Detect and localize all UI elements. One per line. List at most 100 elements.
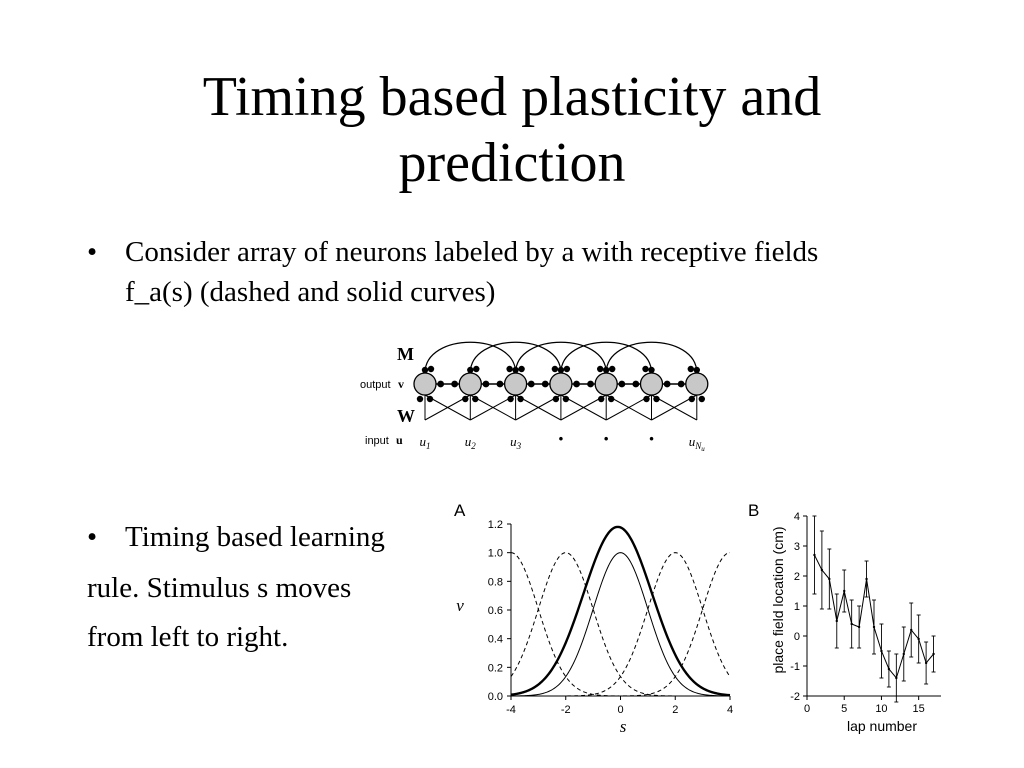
synapse-dot xyxy=(517,395,524,403)
chart-b-point xyxy=(910,628,913,632)
bullet-marker: • xyxy=(87,521,98,553)
label-M: M xyxy=(397,344,414,364)
synapse-dot xyxy=(648,366,655,374)
chart-b-point xyxy=(924,661,928,665)
synapse-dot xyxy=(563,365,571,373)
chart-a-ytick-label: 0.2 xyxy=(488,662,503,674)
output-neuron xyxy=(639,372,664,396)
output-neuron xyxy=(594,372,618,396)
label-output: output xyxy=(360,379,391,391)
chart-a-xtick-label: -4 xyxy=(506,704,516,716)
chart-b-xtick-label: 5 xyxy=(841,703,847,715)
recurrent-arc xyxy=(424,341,517,374)
synapse-dot xyxy=(416,395,424,403)
synapse-dot xyxy=(437,380,445,388)
synapse-dot xyxy=(462,395,469,403)
label-W: W xyxy=(397,406,415,426)
chart-b-point xyxy=(932,652,935,656)
synapse-dot xyxy=(598,395,605,403)
synapse-dot xyxy=(663,380,671,388)
chart-a-series xyxy=(510,525,731,697)
input-label: · xyxy=(557,426,564,451)
synapse-dot xyxy=(643,395,650,403)
chart-b-ytick-label: -1 xyxy=(790,661,800,673)
chart-b-place-field: B -2 -1 0 1 2 3 4 0 5 10 15 lap number place field… xyxy=(748,501,941,734)
synapse-dot xyxy=(688,395,695,403)
chart-a-curve-dashed xyxy=(510,552,730,697)
chart-b-point xyxy=(880,649,883,653)
bullet-receptive-fields: • Consider array of neurons labeled by a… xyxy=(87,232,877,314)
synapse-dot xyxy=(642,365,649,373)
synapse-dot xyxy=(677,380,685,388)
synapse-dot xyxy=(587,380,594,388)
input-label: · xyxy=(603,426,610,451)
chart-a-curve-thin xyxy=(510,552,731,697)
chart-b-point xyxy=(887,667,891,671)
chart-a-ytick-label: 0.0 xyxy=(488,691,503,703)
chart-b-xtick-label: 15 xyxy=(913,703,925,715)
synapse-dot xyxy=(618,380,626,388)
chart-b-axes: -2 -1 0 1 2 3 4 0 5 10 15 xyxy=(790,511,941,715)
synapse-dot xyxy=(451,380,459,388)
chart-a-ytick-label: 1.0 xyxy=(488,548,503,560)
chart-b-point xyxy=(850,622,853,626)
chart-b-xlabel: lap number xyxy=(847,718,917,734)
recurrent-connections-M xyxy=(424,341,698,374)
chart-b-ytick-label: -2 xyxy=(790,691,800,703)
bullet-text: Timing based learning xyxy=(125,521,385,553)
paragraph-line-1: rule. Stimulus s moves xyxy=(87,572,352,604)
synapse-dot xyxy=(426,395,434,403)
synapse-dot xyxy=(496,380,504,388)
synapse-dot xyxy=(507,395,514,403)
output-neurons xyxy=(413,372,709,396)
synapse-dot xyxy=(687,365,694,373)
chart-b-xtick-label: 10 xyxy=(875,703,887,715)
chart-b-ylabel: place field location (cm) xyxy=(770,526,786,673)
output-neuron xyxy=(549,372,573,396)
synapse-dot xyxy=(693,366,700,374)
output-neuron xyxy=(458,372,482,396)
input-labels: u1 u2 u3 · · · uNu xyxy=(420,426,706,453)
synapse-dot xyxy=(573,380,580,388)
synapse-dot xyxy=(562,395,570,403)
chart-a-xtick-label: -2 xyxy=(561,704,571,716)
synapse-dot xyxy=(512,366,519,374)
chart-b-ytick-label: 3 xyxy=(794,541,800,553)
chart-b-point xyxy=(843,589,846,593)
chart-a-receptive-fields: A 0.0 0.2 0.4 0.6 0.8 1.0 1.2 -4 -2 0 2 4 s v xyxy=(454,501,733,736)
synapse-dot xyxy=(506,365,513,373)
synapse-dot xyxy=(551,365,559,373)
slide-title-line-1: Timing based plasticity and xyxy=(202,66,822,128)
synapse-dot xyxy=(527,380,535,388)
chart-b-point xyxy=(828,577,831,581)
chart-a-curve-dashed xyxy=(511,552,731,697)
chart-a-curve-dashed xyxy=(510,552,730,697)
synapse-dot xyxy=(698,395,705,403)
label-input-u: u xyxy=(396,433,403,447)
label-input: input xyxy=(365,435,389,447)
input-label: u3 xyxy=(510,434,521,451)
chart-b-point xyxy=(835,619,838,623)
chart-a-xlabel: s xyxy=(620,717,627,736)
label-output-v: v xyxy=(398,377,404,391)
synapse-dot xyxy=(541,380,549,388)
input-label: uNu xyxy=(689,434,706,453)
synapse-dot xyxy=(608,395,615,403)
synapse-dot xyxy=(609,365,616,373)
chart-b-point xyxy=(895,676,898,680)
paragraph-line-2: from left to right. xyxy=(87,621,289,653)
synapse-dot xyxy=(421,366,429,374)
bullet-timing-rule: • Timing based learning xyxy=(87,517,437,557)
chart-b-ytick-label: 1 xyxy=(794,601,800,613)
chart-a-curve-dashed xyxy=(511,552,731,697)
chart-b-point xyxy=(865,577,868,581)
input-label: u2 xyxy=(465,434,477,451)
chart-b-point xyxy=(857,625,861,629)
recurrent-arc xyxy=(515,341,607,374)
synapse-dot xyxy=(472,395,479,403)
chart-a-xtick-label: 4 xyxy=(727,704,733,716)
recurrent-arc xyxy=(469,341,562,374)
chart-a-curve-thick xyxy=(510,525,731,697)
synapse-dot xyxy=(427,365,435,373)
synapse-dot xyxy=(597,365,604,373)
